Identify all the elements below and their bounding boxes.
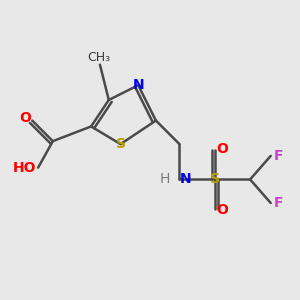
Text: H: H xyxy=(160,172,170,186)
Text: N: N xyxy=(132,78,144,92)
Text: N: N xyxy=(179,172,191,186)
Text: F: F xyxy=(273,196,283,210)
Text: O: O xyxy=(216,142,228,155)
Text: S: S xyxy=(116,137,126,151)
Text: O: O xyxy=(19,111,31,124)
Text: F: F xyxy=(273,149,283,163)
Text: HO: HO xyxy=(13,161,37,175)
Text: S: S xyxy=(210,172,220,186)
Text: O: O xyxy=(216,203,228,218)
Text: CH₃: CH₃ xyxy=(87,51,110,64)
